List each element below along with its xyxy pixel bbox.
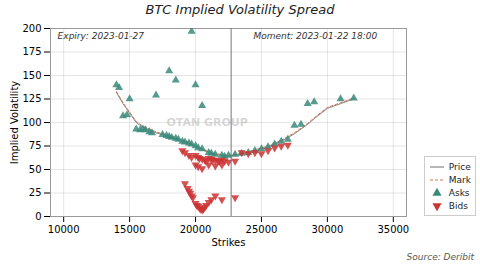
svg-text:10000: 10000 [48, 224, 80, 235]
html-text:Price: Price [448, 161, 471, 172]
html-text:Bids: Bids [448, 200, 468, 211]
svg-text:100: 100 [22, 117, 41, 128]
svg-text:20000: 20000 [180, 224, 212, 235]
svg-text:0: 0 [35, 211, 41, 222]
html-text:BTC Implied Volatility Spread: BTC Implied Volatility Spread [145, 2, 335, 17]
svg-text:150: 150 [22, 70, 41, 81]
svg-text:Expiry: 2023-01-27: Expiry: 2023-01-27 [58, 31, 145, 41]
svg-text:125: 125 [22, 93, 41, 104]
svg-text:50: 50 [29, 164, 42, 175]
html-text:Asks: Asks [448, 187, 470, 198]
svg-text:75: 75 [29, 140, 42, 151]
svg-text:200: 200 [22, 23, 41, 34]
svg-text:15000: 15000 [114, 224, 146, 235]
svg-text:30000: 30000 [311, 224, 343, 235]
html-text:Source: Deribit: Source: Deribit [406, 252, 474, 262]
svg-text:Moment: 2023-01-22 18:00: Moment: 2023-01-22 18:00 [253, 31, 377, 41]
svg-text:Strikes: Strikes [212, 237, 246, 248]
svg-text:35000: 35000 [377, 224, 409, 235]
svg-text:25000: 25000 [246, 224, 278, 235]
svg-text:175: 175 [22, 46, 41, 57]
svg-text:Implied Volatility: Implied Volatility [9, 81, 20, 165]
svg-text:25: 25 [29, 187, 42, 198]
svg-text:OTAN GROUP: OTAN GROUP [166, 116, 247, 129]
html-text:Mark: Mark [448, 174, 471, 185]
